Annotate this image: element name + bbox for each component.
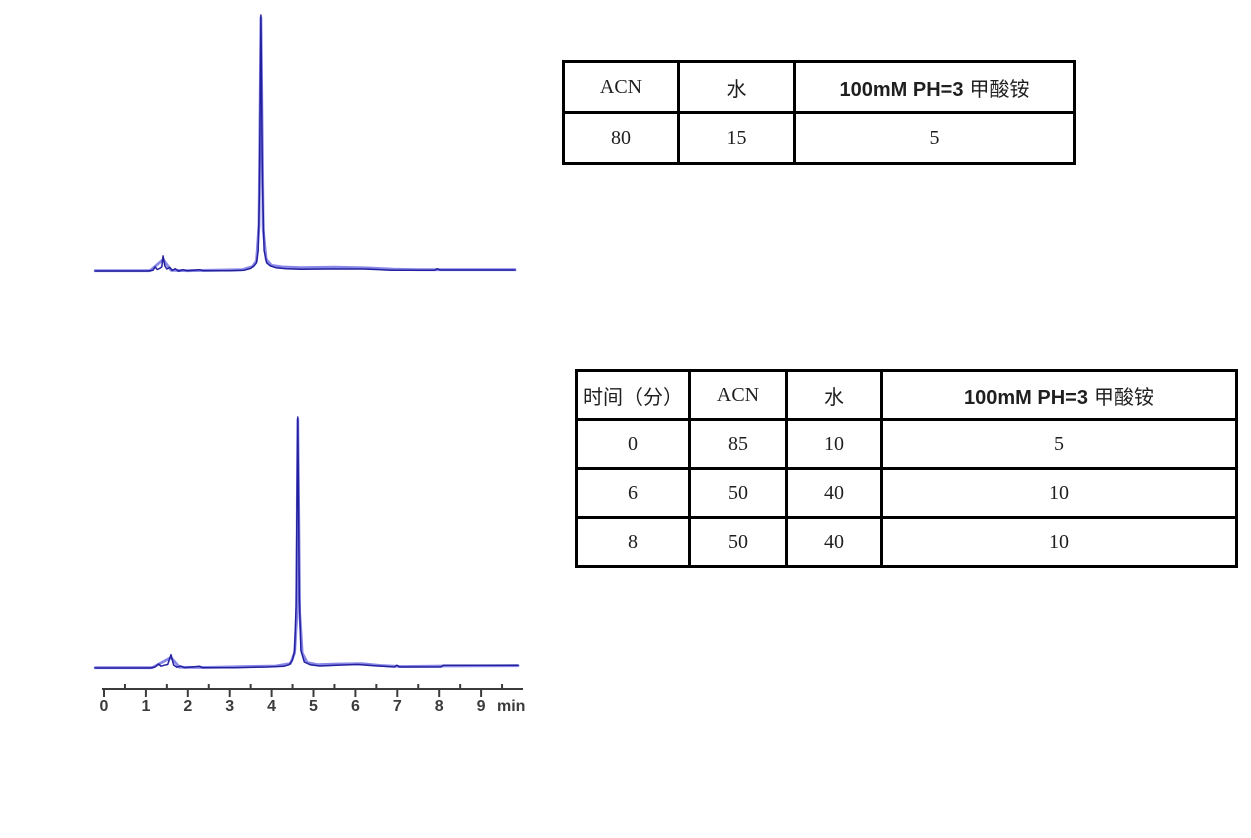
table-row: 0 85 10 5 — [575, 418, 1238, 470]
x-axis-tick-label: 5 — [309, 698, 318, 715]
chromatogram-top-trace-dark — [94, 14, 516, 273]
table-header-cell: 100mM PH=3 甲酸铵 — [793, 60, 1076, 114]
chromatogram-bottom-trace-dark — [94, 416, 519, 669]
x-axis-tick-label: 4 — [267, 698, 276, 715]
table-header-cell: 时间（分） — [575, 369, 691, 421]
x-axis-tick-label: 7 — [393, 698, 402, 715]
table-header-row: 时间（分） ACN 水 100mM PH=3 甲酸铵 — [575, 369, 1238, 421]
table-cell: 8 — [575, 516, 691, 568]
table-cell: 10 — [785, 418, 883, 470]
chromatogram-bottom-trace-light — [93, 418, 520, 670]
table-header-row: ACN 水 100mM PH=3 甲酸铵 — [562, 60, 1076, 114]
table-cell: 80 — [562, 111, 680, 165]
chromatogram-bottom: 0 1 2 3 4 5 6 7 8 9 min — [93, 416, 525, 715]
table-cell: 6 — [575, 467, 691, 519]
x-axis-tick-label: 3 — [225, 698, 234, 715]
x-axis-tick-label: 2 — [183, 698, 192, 715]
mobile-phase-table-isocratic: ACN 水 100mM PH=3 甲酸铵 80 15 5 — [562, 60, 1076, 165]
header-cjk-text: 甲酸铵 — [1093, 386, 1154, 409]
x-axis-unit-label: min — [497, 698, 525, 715]
table-cell: 40 — [785, 467, 883, 519]
x-axis-tick-label: 6 — [351, 698, 360, 715]
table-cell: 5 — [880, 418, 1238, 470]
x-axis-tick-label: 1 — [141, 698, 150, 715]
header-latin-text: 100mM PH=3 — [839, 78, 964, 101]
table-cell: 85 — [688, 418, 788, 470]
x-axis-tick-label: 0 — [100, 698, 109, 715]
table-cell: 5 — [793, 111, 1076, 165]
table-header-cell: 水 — [677, 60, 796, 114]
table-cell: 10 — [880, 467, 1238, 519]
table-cell: 40 — [785, 516, 883, 568]
table-header-cell: 100mM PH=3 甲酸铵 — [880, 369, 1238, 421]
table-row: 8 50 40 10 — [575, 516, 1238, 568]
table-cell: 50 — [688, 467, 788, 519]
table-row: 80 15 5 — [562, 111, 1076, 165]
table-cell: 10 — [880, 516, 1238, 568]
table-cell: 50 — [688, 516, 788, 568]
header-cjk-text: 甲酸铵 — [969, 78, 1030, 101]
x-axis-ticks: 0 1 2 3 4 5 6 7 8 9 — [100, 684, 504, 715]
chromatogram-top-trace-light — [93, 16, 517, 273]
table-header-cell: 水 — [785, 369, 883, 421]
table-header-cell: ACN — [688, 369, 788, 421]
table-header-cell: ACN — [562, 60, 680, 114]
table-cell: 15 — [677, 111, 796, 165]
gradient-program-table: 时间（分） ACN 水 100mM PH=3 甲酸铵 0 85 10 5 6 50… — [575, 369, 1238, 568]
table-row: 6 50 40 10 — [575, 467, 1238, 519]
header-latin-text: 100mM PH=3 — [964, 386, 1088, 409]
x-axis-tick-label: 8 — [435, 698, 444, 715]
chromatogram-top — [93, 14, 517, 273]
x-axis-tick-label: 9 — [477, 698, 486, 715]
table-cell: 0 — [575, 418, 691, 470]
